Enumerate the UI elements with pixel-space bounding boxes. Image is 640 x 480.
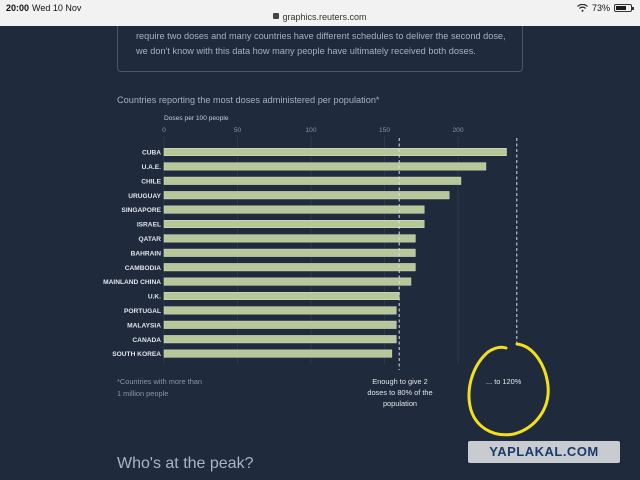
category-label: PORTUGAL (124, 308, 161, 315)
annotation-120-percent: ... to 120% (486, 377, 522, 386)
section-heading: Who's at the peak? (117, 455, 254, 472)
category-label: ISRAEL (137, 222, 161, 229)
category-label: QATAR (139, 236, 162, 243)
bar (163, 148, 507, 156)
bar (163, 335, 397, 344)
x-tick-label: 150 (379, 127, 390, 134)
status-time: 20:00 (6, 3, 30, 13)
address-bar[interactable]: graphics.reuters.com (0, 12, 640, 22)
bar (163, 292, 400, 300)
x-tick-label: 50 (234, 127, 242, 134)
annotation-80-line-3: population (382, 399, 418, 408)
footnote-line-2: 1 million people (117, 389, 169, 398)
bar (163, 205, 425, 214)
footnote: *Countries with more than 1 million peop… (117, 376, 202, 400)
category-label: SOUTH KOREA (112, 351, 161, 358)
category-label: CANADA (132, 337, 161, 344)
intro-note-box: require two doses and many countries hav… (117, 26, 523, 72)
x-axis-title: Doses per 100 people (164, 115, 229, 122)
battery-icon (614, 4, 634, 12)
category-label: MAINLAND CHINA (103, 279, 161, 286)
intro-line-2: we don't know with this data how many pe… (136, 46, 476, 56)
category-label: URUGUAY (128, 193, 161, 200)
bar (163, 234, 416, 243)
bar (163, 248, 416, 257)
annotation-80-line-1: Enough to give 2 (372, 377, 428, 386)
bar (163, 263, 416, 272)
bar (163, 320, 397, 329)
chart-title: Countries reporting the most doses admin… (117, 95, 380, 105)
category-label: BAHRAIN (131, 250, 162, 257)
annotation-80-line-2: doses to 80% of the (367, 388, 433, 397)
bar (163, 220, 425, 228)
battery-percent: 73% (591, 3, 610, 13)
category-label: U.A.E. (142, 164, 162, 171)
watermark-logo: YAPLAKAL.COM (468, 441, 620, 463)
footnote-line-1: *Countries with more than (117, 377, 203, 386)
category-label: MALAYSIA (127, 322, 161, 329)
category-label: SINGAPORE (121, 207, 161, 214)
annotation-80-percent: Enough to give 2 doses to 80% of the pop… (360, 376, 440, 409)
bar-chart: 0 50 100 150 200 CUBA U.A.E. CHILE URUGUAY SINGAP… (103, 127, 518, 370)
lock-icon (273, 13, 280, 19)
category-label: CUBA (142, 150, 161, 157)
status-bar: 20:00 Wed 10 Nov graphics.reuters.com 73… (0, 0, 640, 26)
status-date: Wed 10 Nov (32, 3, 82, 13)
bar (163, 176, 462, 185)
intro-line-1: require two doses and many countries hav… (136, 31, 506, 41)
address-url: graphics.reuters.com (282, 12, 367, 22)
bar (163, 277, 412, 286)
category-label: CAMBODIA (125, 265, 162, 272)
bar (163, 349, 393, 358)
x-tick-label: 200 (452, 127, 463, 134)
x-tick-label: 100 (305, 127, 316, 134)
bar (163, 306, 397, 315)
bar (163, 162, 487, 171)
highlight-circle (467, 342, 550, 437)
x-tick-label: 0 (162, 127, 166, 134)
category-label: U.K. (148, 294, 161, 301)
bar (163, 191, 450, 200)
wifi-icon (577, 4, 588, 12)
category-label: CHILE (141, 178, 161, 185)
